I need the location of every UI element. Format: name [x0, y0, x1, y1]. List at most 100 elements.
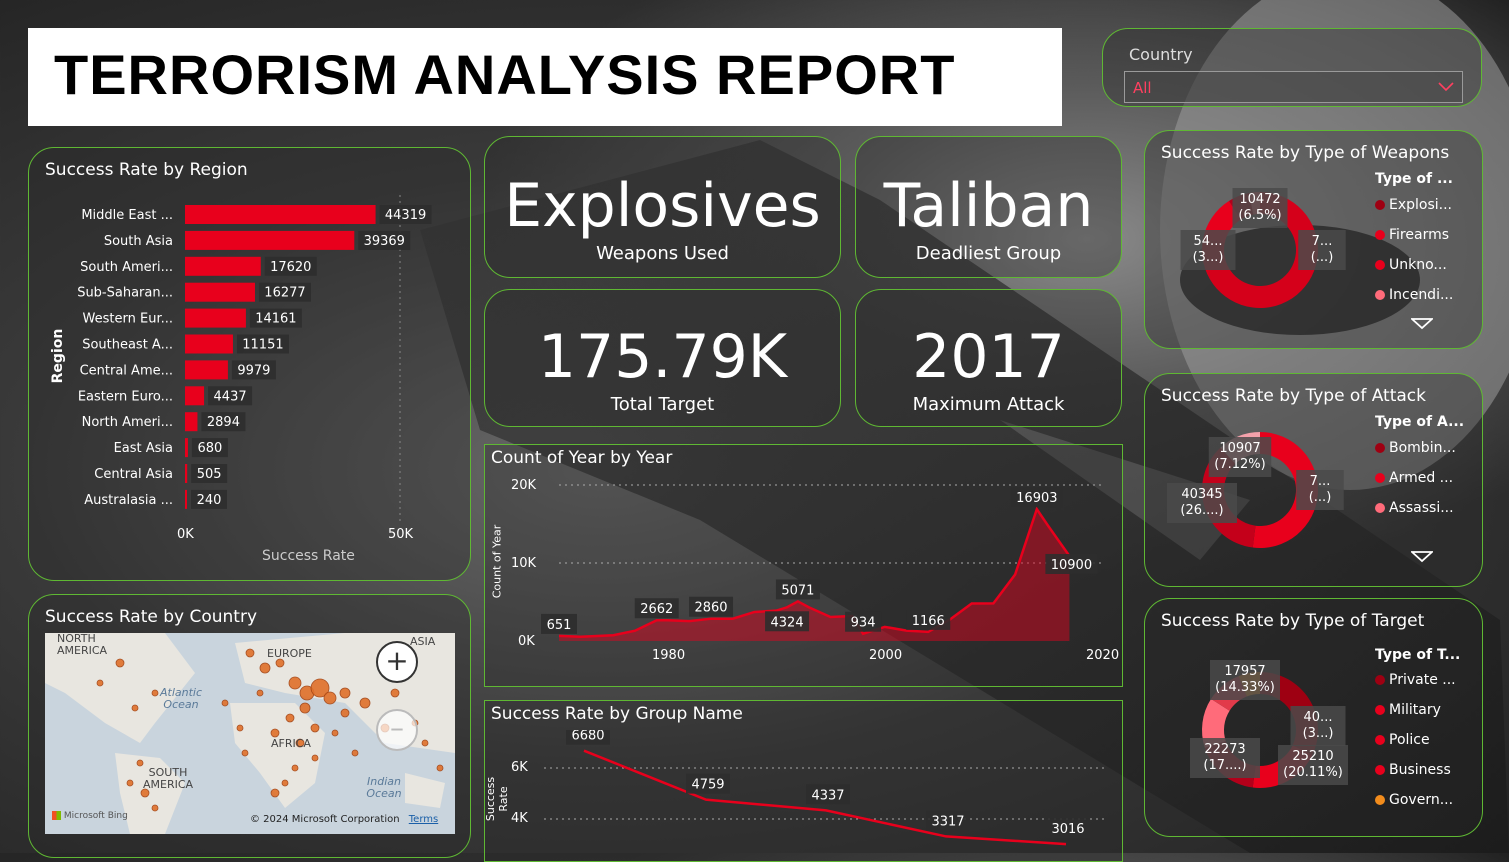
group-ytick-1: 6K [511, 760, 528, 775]
map-bubble[interactable] [288, 676, 302, 690]
map-bubble[interactable] [151, 804, 159, 812]
map-bubble[interactable] [311, 754, 319, 762]
weapons-legend-item[interactable]: Firearms [1375, 227, 1449, 243]
map-bubble[interactable] [323, 691, 337, 705]
region-value-bg [191, 438, 228, 458]
region-bar[interactable] [185, 412, 198, 432]
attack-legend-item[interactable]: Bombin... [1375, 440, 1456, 456]
year-point-label: 2662 [640, 602, 673, 617]
target-legend-item[interactable]: Military [1375, 702, 1441, 718]
region-bar[interactable] [185, 308, 246, 328]
map-bubble[interactable] [256, 689, 264, 697]
map-bubble[interactable] [221, 699, 229, 707]
country-dropdown[interactable]: All [1124, 71, 1463, 103]
map-terms-link[interactable]: Terms [408, 814, 439, 825]
weapons-legend-item[interactable]: Unkno... [1375, 257, 1447, 273]
weapons-slice[interactable] [1202, 192, 1318, 308]
region-bar[interactable] [185, 256, 261, 276]
attack-label: 7... [1310, 474, 1331, 489]
target-legend-item[interactable]: Private ... [1375, 672, 1456, 688]
map-bubble[interactable] [275, 658, 285, 668]
year-line[interactable] [558, 506, 1071, 638]
map-bubble[interactable] [340, 708, 350, 718]
map-bubble[interactable] [281, 779, 289, 787]
year-point-label-bg [1010, 487, 1063, 508]
map-bubble[interactable] [96, 679, 104, 687]
attack-legend-more-icon[interactable] [1411, 551, 1433, 563]
map-bubble[interactable] [285, 713, 295, 723]
weapons-legend-item[interactable]: Explosi... [1375, 197, 1452, 213]
map-bubble[interactable] [241, 749, 249, 757]
weapons-label: 10472 [1239, 192, 1280, 207]
map-bubble[interactable] [259, 662, 271, 674]
region-category-label: South Asia [104, 234, 173, 249]
map-bubble[interactable] [351, 749, 359, 757]
weapons-label: 54... [1194, 234, 1223, 249]
region-bar[interactable] [185, 282, 255, 302]
map-bubble[interactable] [140, 788, 150, 798]
map-bubble[interactable] [245, 648, 255, 658]
region-category-label: Central Ame... [80, 363, 173, 378]
group-point-label-bg [686, 773, 730, 794]
region-bar[interactable] [185, 334, 233, 354]
map-bubble[interactable] [310, 678, 330, 698]
map-bubble[interactable] [115, 658, 125, 668]
map-bubble[interactable] [270, 788, 280, 798]
map-bubble[interactable] [270, 728, 280, 738]
kpi-year-card: 2017 Maximum Attack [855, 289, 1122, 427]
target-label-bg [1190, 738, 1260, 778]
region-bar[interactable] [185, 464, 188, 483]
region-value-label: 4437 [214, 389, 247, 404]
region-bar[interactable] [185, 230, 355, 250]
attack-label-bg [1208, 437, 1272, 477]
legend-dot-icon [1375, 443, 1385, 453]
map-bubble[interactable] [299, 702, 311, 714]
country-dropdown-value: All [1133, 79, 1152, 97]
legend-dot-icon [1375, 230, 1385, 240]
map-bubble[interactable] [359, 697, 371, 709]
group-line[interactable] [583, 749, 1067, 846]
weapons-legend-label: Unkno... [1389, 257, 1447, 273]
region-value-bg [249, 308, 302, 328]
target-legend-item[interactable]: Business [1375, 762, 1451, 778]
map-bubble[interactable] [436, 764, 444, 772]
map-zoom-in-button[interactable]: + [376, 641, 418, 683]
region-bar[interactable] [185, 386, 205, 406]
map-bubble[interactable] [126, 779, 134, 787]
map-bubble[interactable] [295, 738, 305, 748]
map-bubble[interactable] [131, 704, 139, 712]
target-donut-chart: 17957(14.33%) 22273(17....) 40...(3...) 252… [1190, 660, 1348, 788]
map-bubble[interactable] [136, 759, 144, 767]
region-bar[interactable] [185, 205, 376, 224]
legend-dot-icon [1375, 735, 1385, 745]
attack-legend-item[interactable]: Assassi... [1375, 500, 1454, 516]
map-bubble[interactable] [310, 723, 320, 733]
year-point-label: 5071 [781, 583, 814, 598]
map-bubble[interactable] [291, 764, 299, 772]
map-bubble[interactable] [390, 688, 400, 698]
region-bar[interactable] [185, 438, 188, 458]
group-point-label-bg [806, 784, 850, 805]
weapons-legend-more-icon[interactable] [1411, 318, 1433, 330]
region-value-label: 2894 [207, 415, 240, 430]
legend-dot-icon [1375, 290, 1385, 300]
attack-legend-item[interactable]: Armed ... [1375, 470, 1453, 486]
attack-legend-label: Armed ... [1389, 470, 1454, 486]
weapons-legend-item[interactable]: Incendi... [1375, 287, 1453, 303]
region-bar[interactable] [185, 360, 228, 380]
region-bar[interactable] [185, 489, 187, 509]
attack-slice[interactable] [1252, 432, 1318, 548]
group-point-label-bg [1046, 818, 1090, 839]
map-bubble[interactable] [151, 689, 159, 697]
map-bubble[interactable] [421, 739, 429, 747]
map-zoom-out-button[interactable]: – [376, 709, 418, 751]
target-slice[interactable] [1202, 698, 1230, 748]
target-legend-item[interactable]: Govern... [1375, 792, 1453, 808]
map-bubble[interactable] [339, 687, 351, 699]
country-slicer-label: Country [1129, 45, 1193, 64]
world-map[interactable]: NORTH AMERICA EUROPE ASIA Atlantic Ocean… [45, 633, 455, 834]
year-point-label: 2860 [694, 601, 727, 616]
map-bubble[interactable] [331, 729, 339, 737]
map-bubble[interactable] [236, 724, 244, 732]
target-legend-item[interactable]: Police [1375, 732, 1430, 748]
